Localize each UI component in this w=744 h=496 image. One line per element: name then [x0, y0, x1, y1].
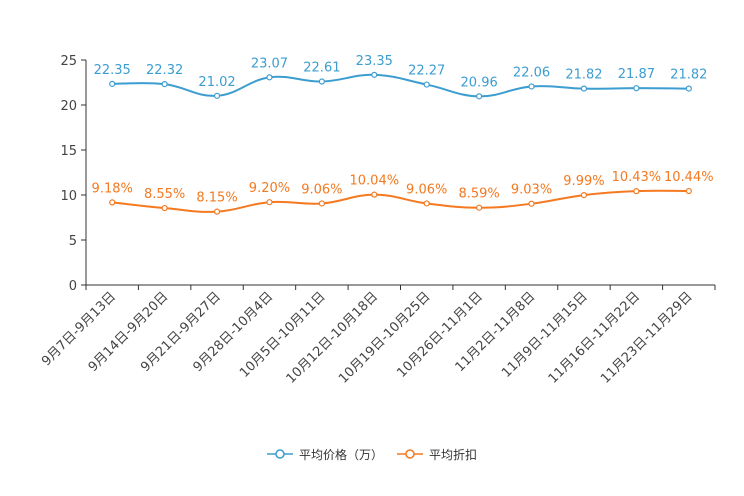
y-tick-label: 5 [69, 234, 77, 249]
legend-item-price[interactable]: 平均价格（万） [266, 446, 383, 463]
data-point-price [476, 93, 483, 100]
data-point-price [528, 83, 535, 90]
data-point-discount [476, 204, 483, 211]
data-label-discount: 10.43% [612, 170, 662, 185]
data-label-price: 22.35 [94, 63, 131, 78]
data-point-discount [213, 208, 221, 215]
data-point-discount [528, 200, 535, 207]
legend: 平均价格（万） 平均折扣 [0, 443, 744, 465]
series-layer: 22.35 22.32 21.02 23.07 22.61 23.35 22.27 20.96… [92, 54, 714, 215]
legend-label-price: 平均价格（万） [298, 447, 383, 462]
data-point-price [685, 85, 692, 92]
y-tick-label: 10 [60, 189, 77, 204]
series-line-discount [112, 189, 689, 213]
data-label-price: 21.02 [198, 75, 235, 90]
data-point-price [423, 81, 430, 88]
data-point-discount [371, 191, 378, 198]
legend-discount-circle [405, 449, 415, 459]
legend-price-circle [275, 449, 285, 459]
data-label-discount: 10.44% [664, 170, 714, 185]
data-point-discount [161, 204, 168, 212]
data-label-discount: 9.06% [301, 182, 342, 197]
data-point-price [109, 80, 116, 87]
data-label-discount: 9.20% [249, 181, 290, 196]
x-tick-label: 10月12日-10月18日 [284, 289, 381, 386]
data-label-price: 23.35 [356, 54, 393, 69]
series-price: 22.35 22.32 21.02 23.07 22.61 23.35 22.27 20.96… [94, 54, 707, 100]
data-label-discount: 9.03% [511, 183, 552, 198]
legend-label-discount: 平均折扣 [429, 447, 478, 462]
data-point-price [633, 85, 640, 92]
series-line-price [112, 73, 689, 98]
legend-discount-marker-icon [397, 449, 423, 459]
x-tick-label: 11月16日-11月22日 [546, 289, 643, 386]
data-point-discount [685, 187, 692, 195]
data-label-discount: 9.99% [563, 174, 604, 189]
data-point-price [213, 92, 221, 99]
data-label-discount: 9.18% [92, 181, 133, 196]
data-label-price: 21.82 [670, 68, 707, 83]
data-point-price [371, 71, 378, 78]
data-point-price [580, 85, 588, 92]
data-point-discount [318, 200, 325, 207]
data-point-discount [580, 191, 588, 199]
data-label-price: 23.07 [251, 56, 288, 71]
data-point-price [318, 78, 325, 85]
data-label-price: 22.61 [303, 61, 340, 76]
x-tick-label: 11月23日-11月29日 [598, 289, 695, 386]
data-label-discount: 10.04% [350, 174, 400, 189]
data-label-price: 22.32 [146, 63, 183, 78]
data-label-discount: 8.59% [458, 187, 499, 202]
data-point-discount [266, 199, 273, 206]
data-label-discount: 8.15% [196, 191, 237, 206]
data-point-discount [109, 199, 116, 206]
data-point-discount [423, 200, 430, 207]
y-tick-label: 20 [60, 99, 77, 114]
data-label-price: 22.06 [513, 65, 550, 80]
data-label-price: 22.27 [408, 64, 445, 79]
legend-item-discount[interactable]: 平均折扣 [397, 446, 477, 463]
data-label-discount: 8.55% [144, 187, 185, 202]
data-point-discount [633, 188, 640, 195]
data-label-discount: 9.06% [406, 182, 447, 197]
y-tick-label: 0 [69, 279, 77, 294]
data-label-price: 21.82 [565, 68, 602, 83]
legend-price-marker-icon [266, 449, 293, 459]
y-tick-label: 15 [60, 144, 77, 159]
series-discount: 9.18% 8.55% 8.15% 9.20% 9.06% 10.04% 9.06% 8.59… [92, 170, 714, 215]
chart-axes: 05101520259月7日-9月13日9月14日-9月20日9月21日-9月2… [39, 54, 716, 387]
x-tick-label: 10月19日-10月25日 [336, 289, 433, 386]
data-point-price [161, 81, 168, 88]
data-label-price: 21.87 [618, 67, 655, 82]
y-tick-label: 25 [60, 54, 77, 69]
data-label-price: 20.96 [461, 75, 498, 90]
data-point-price [266, 74, 273, 81]
